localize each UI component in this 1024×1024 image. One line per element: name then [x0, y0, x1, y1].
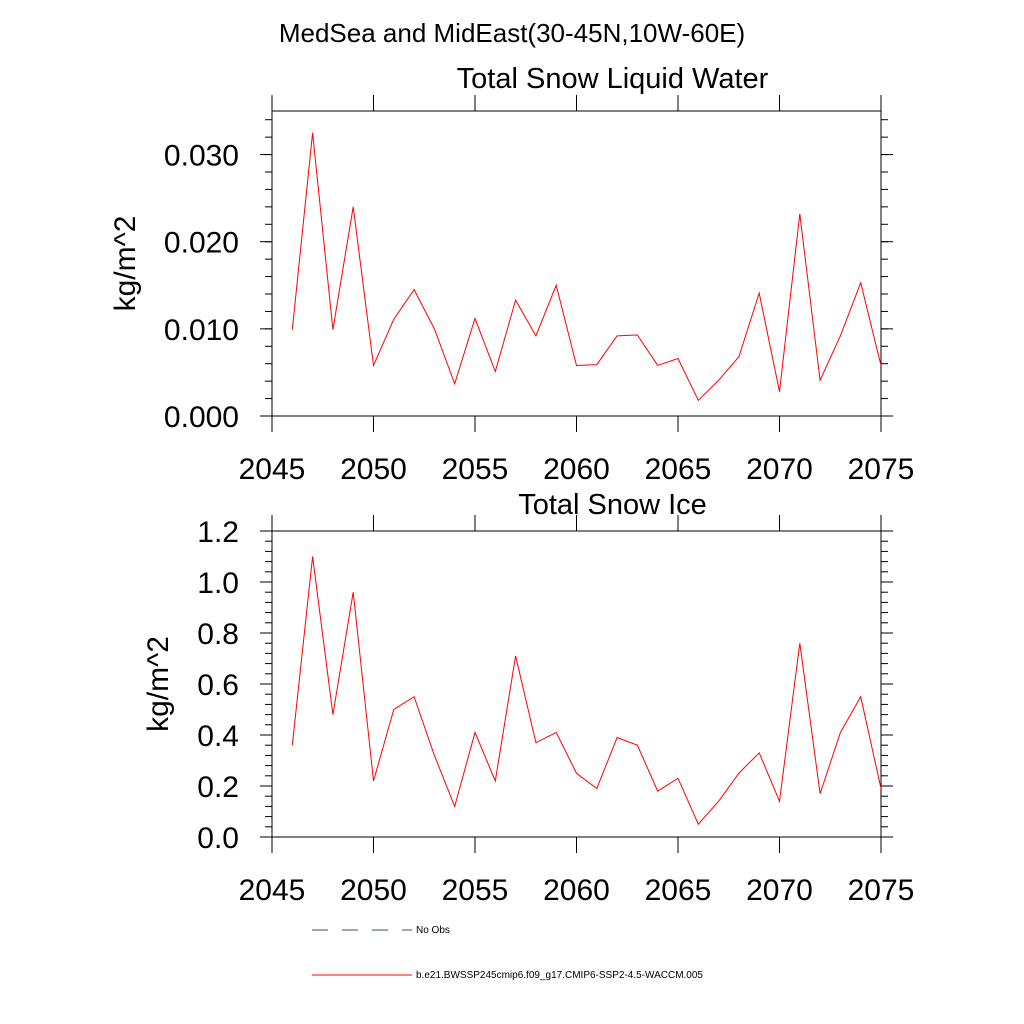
y-tick-label: 0.2: [197, 771, 239, 804]
y-tick-label: 0.0: [197, 822, 239, 855]
x-tick-label: 2065: [645, 453, 712, 486]
x-tick-label: 2060: [543, 874, 610, 907]
y-axis-label: kg/m^2: [142, 636, 175, 732]
x-tick-label: 2065: [645, 874, 712, 907]
legend-item-model-run: b.e21.BWSSP245cmip6.f09_g17.CMIP6-SSP2-4…: [312, 970, 703, 981]
y-tick-label: 0.010: [164, 314, 239, 347]
panel-snow-liquid-water: Total Snow Liquid Water kg/m^2 2045 2050 205…: [109, 63, 914, 486]
series-line: [291, 132, 882, 402]
x-tick-label: 2055: [442, 453, 509, 486]
x-tick-label: 2075: [848, 453, 915, 486]
y-tick-label: 0.8: [197, 618, 239, 651]
x-tick-label: 2060: [543, 453, 610, 486]
x-tick-label: 2050: [340, 874, 407, 907]
x-tick-label: 2075: [848, 874, 915, 907]
legend-item-no-obs: No Obs: [312, 925, 450, 936]
y-tick-label: 0.6: [197, 669, 239, 702]
y-tick-label: 0.000: [164, 401, 239, 434]
y-tick-label: 0.020: [164, 227, 239, 260]
legend-label: No Obs: [416, 925, 450, 936]
series-line: [291, 556, 882, 826]
x-tick-label: 2045: [239, 874, 306, 907]
x-tick-label: 2070: [746, 874, 813, 907]
x-tick-label: 2070: [746, 453, 813, 486]
legend: No Obs b.e21.BWSSP245cmip6.f09_g17.CMIP6…: [312, 925, 703, 981]
figure-title: MedSea and MidEast(30-45N,10W-60E): [279, 18, 745, 48]
legend-label: b.e21.BWSSP245cmip6.f09_g17.CMIP6-SSP2-4…: [416, 970, 703, 981]
panel-title: Total Snow Ice: [518, 489, 707, 521]
y-axis-label: kg/m^2: [109, 216, 142, 312]
x-tick-label: 2050: [340, 453, 407, 486]
y-tick-label: 1.2: [197, 516, 239, 549]
panel-title: Total Snow Liquid Water: [457, 63, 769, 95]
y-tick-label: 1.0: [197, 567, 239, 600]
x-tick-label: 2045: [239, 453, 306, 486]
plot-frame: [271, 110, 882, 417]
x-tick-label: 2055: [442, 874, 509, 907]
y-tick-label: 0.030: [164, 140, 239, 173]
y-tick-label: 0.4: [197, 720, 239, 753]
panel-snow-ice: Total Snow Ice kg/m^2 2045 2050 2055 2060 2065…: [142, 489, 914, 907]
